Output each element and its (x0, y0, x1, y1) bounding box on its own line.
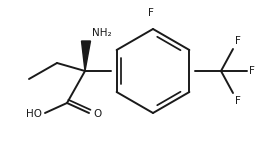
Text: F: F (249, 66, 255, 76)
Text: F: F (235, 36, 241, 46)
Polygon shape (82, 41, 90, 71)
Text: F: F (148, 8, 154, 18)
Text: NH₂: NH₂ (92, 28, 112, 38)
Text: O: O (93, 109, 101, 119)
Text: HO: HO (26, 109, 42, 119)
Text: F: F (235, 96, 241, 106)
